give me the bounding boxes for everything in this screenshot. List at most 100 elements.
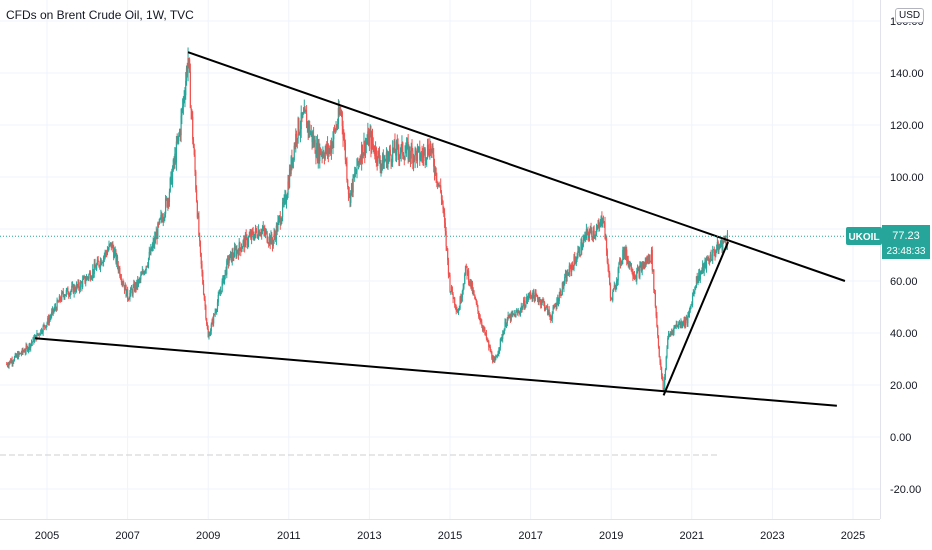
candle-body bbox=[368, 133, 370, 146]
trendline-rising[interactable] bbox=[662, 241, 729, 396]
candle-body bbox=[205, 306, 207, 319]
candle-body bbox=[366, 141, 368, 144]
candle-body bbox=[650, 249, 653, 262]
candle-body bbox=[29, 344, 31, 348]
candle-body bbox=[385, 160, 387, 162]
candle-body bbox=[451, 286, 453, 295]
candle-body bbox=[486, 338, 488, 341]
candle-body bbox=[580, 241, 582, 256]
candle-body bbox=[216, 309, 218, 312]
candle-body bbox=[527, 297, 529, 301]
candle-body bbox=[62, 291, 64, 295]
candle-body bbox=[315, 153, 317, 158]
candle-body bbox=[586, 229, 588, 231]
candle-body bbox=[220, 290, 222, 294]
candle-body bbox=[13, 360, 15, 362]
candle-body bbox=[120, 276, 122, 279]
candle-body bbox=[495, 356, 497, 360]
candle-body bbox=[570, 266, 572, 272]
symbol-label: UKOIL bbox=[848, 232, 879, 243]
candle-body bbox=[520, 306, 522, 310]
candle-body bbox=[213, 314, 215, 324]
candle-body bbox=[643, 262, 646, 266]
candle-body bbox=[502, 334, 504, 339]
candle-body bbox=[436, 179, 438, 182]
candle-body bbox=[335, 126, 337, 132]
candle-body bbox=[237, 249, 239, 252]
candle-body bbox=[651, 249, 653, 271]
candle-body bbox=[637, 268, 639, 270]
candle-body bbox=[185, 68, 188, 81]
candle-body bbox=[536, 295, 538, 297]
candle-body bbox=[695, 286, 697, 288]
candle-body bbox=[717, 242, 719, 252]
candle-body bbox=[176, 141, 178, 143]
trendline-upper[interactable] bbox=[187, 51, 846, 282]
candle-body bbox=[66, 287, 68, 290]
candle-body bbox=[6, 364, 8, 366]
candle-body bbox=[490, 351, 492, 353]
candle-body bbox=[346, 161, 348, 180]
candle-body bbox=[314, 139, 316, 154]
candle-body bbox=[7, 365, 9, 367]
candle-body bbox=[491, 352, 493, 359]
candle-body bbox=[23, 351, 26, 353]
candle-body bbox=[273, 233, 275, 241]
candle-body bbox=[612, 292, 614, 301]
candle-body bbox=[195, 189, 198, 202]
candle-body bbox=[333, 129, 335, 140]
candle-body bbox=[578, 247, 581, 256]
candle-body bbox=[18, 352, 20, 354]
candle-body bbox=[104, 251, 106, 256]
candle-body bbox=[27, 348, 29, 351]
candle-body bbox=[235, 249, 237, 257]
candle-body bbox=[416, 149, 419, 161]
symbol-badge[interactable] bbox=[846, 227, 882, 245]
candle-body bbox=[455, 307, 457, 311]
candle-body bbox=[252, 231, 254, 237]
candle-body bbox=[461, 290, 463, 298]
candle-body bbox=[460, 297, 462, 302]
candle-body bbox=[11, 360, 13, 363]
candle-body bbox=[39, 334, 41, 336]
candle-body bbox=[217, 295, 219, 303]
candle-body bbox=[323, 156, 326, 159]
candle-body bbox=[680, 321, 682, 325]
candle-body bbox=[106, 253, 108, 255]
currency-badge[interactable]: USD bbox=[895, 8, 925, 23]
candle-body bbox=[340, 112, 343, 114]
candle-body bbox=[498, 350, 500, 353]
candle-body bbox=[688, 309, 691, 314]
candle-body bbox=[97, 259, 99, 262]
candle-body bbox=[144, 270, 147, 272]
candle-body bbox=[351, 183, 353, 193]
candle-body bbox=[681, 324, 684, 326]
candle-body bbox=[63, 294, 65, 298]
candle-body bbox=[326, 144, 328, 153]
trendline-lower[interactable] bbox=[34, 337, 837, 407]
candle-body bbox=[367, 131, 369, 142]
candle-body bbox=[350, 190, 352, 203]
price-label[interactable]: UKOIL 77.23 23:48:33 bbox=[846, 225, 930, 259]
candle-body bbox=[674, 325, 676, 327]
candle-body bbox=[676, 324, 678, 327]
candle-body bbox=[482, 328, 484, 330]
candle-body bbox=[143, 272, 145, 275]
x-axis[interactable]: 2005 2007 2009 2011 2013 2015 2017 2019 2021 2023… bbox=[35, 530, 865, 542]
candle-body bbox=[655, 306, 657, 316]
candle-body bbox=[324, 150, 326, 159]
candle-body bbox=[600, 216, 602, 221]
candle-body bbox=[202, 283, 205, 295]
candle-body bbox=[557, 298, 559, 305]
candle-body bbox=[133, 283, 136, 291]
candle-body bbox=[37, 333, 40, 335]
candle-body bbox=[383, 160, 385, 169]
candle-body bbox=[694, 287, 696, 292]
candle-body bbox=[316, 142, 318, 158]
x-tick-label: 2013 bbox=[357, 530, 381, 542]
candle-body bbox=[332, 139, 334, 148]
candle-body bbox=[313, 135, 315, 145]
candle-body bbox=[161, 215, 163, 219]
candle-body bbox=[182, 97, 184, 107]
